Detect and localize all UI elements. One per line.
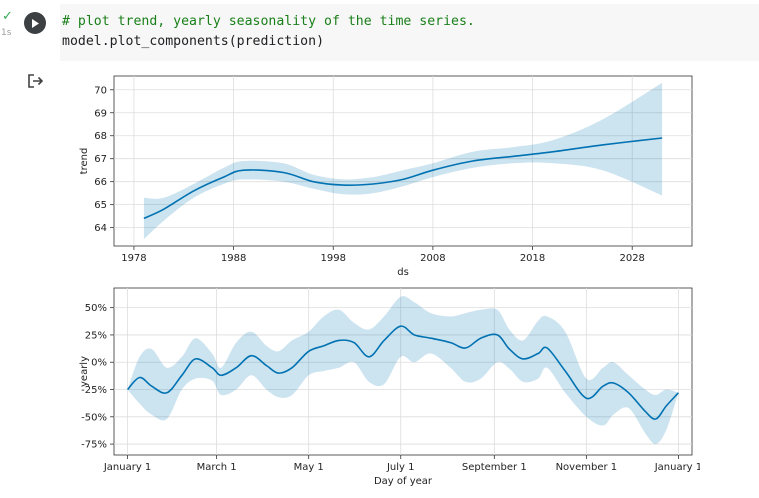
y-tick-label: 25% xyxy=(85,330,107,341)
yearly-y-ticks: 50% 25% 0% -25% -50% -75% xyxy=(81,303,114,451)
x-tick-label: 2028 xyxy=(619,253,644,264)
x-tick-label: 1978 xyxy=(121,253,146,264)
x-tick-label: November 1 xyxy=(556,462,618,473)
x-tick-label: July 1 xyxy=(386,462,415,473)
x-tick-label: 1988 xyxy=(221,253,246,264)
x-tick-label: January 1 xyxy=(103,462,151,473)
y-tick-label: -75% xyxy=(81,440,107,451)
trend-uncertainty-band xyxy=(143,82,663,240)
trend-plot-area xyxy=(113,75,693,247)
code-line-comment: # plot trend, yearly seasonality of the … xyxy=(62,14,475,29)
output-redirect-icon[interactable] xyxy=(27,72,45,90)
x-tick-label: March 1 xyxy=(197,462,237,473)
play-icon xyxy=(32,18,39,28)
y-tick-label: 66 xyxy=(94,177,107,188)
cell-exec-time: 1s xyxy=(1,28,12,38)
yearly-x-label: Day of year xyxy=(374,476,433,487)
y-tick-label: 67 xyxy=(94,154,107,165)
trend-y-ticks: 64 65 66 67 68 69 70 xyxy=(94,85,114,234)
code-line-call: model.plot_components(prediction) xyxy=(62,34,325,49)
code-cell[interactable] xyxy=(60,4,759,61)
x-tick-label: 1998 xyxy=(321,253,346,264)
yearly-uncertainty-band xyxy=(127,296,679,445)
yearly-line xyxy=(127,325,679,420)
cell-executed-check: ✓ xyxy=(2,9,13,24)
y-tick-label: 68 xyxy=(94,131,107,142)
yearly-plot-area xyxy=(113,287,693,456)
trend-x-ticks: 1978 1988 1998 2008 2018 2028 xyxy=(121,246,645,264)
y-tick-label: 64 xyxy=(94,223,107,234)
y-tick-label: 50% xyxy=(85,303,107,314)
x-tick-label: May 1 xyxy=(294,462,324,473)
yearly-x-ticks: January 1 March 1 May 1 July 1 September 1 No… xyxy=(103,455,700,473)
y-tick-label: 69 xyxy=(94,108,107,119)
y-tick-label: 65 xyxy=(94,200,107,211)
trend-x-label: ds xyxy=(397,267,409,278)
x-tick-label: 2018 xyxy=(520,253,545,264)
trend-grid xyxy=(114,76,692,246)
x-tick-label: September 1 xyxy=(462,462,527,473)
y-tick-label: -50% xyxy=(81,412,107,423)
x-tick-label: January 1 xyxy=(654,462,700,473)
run-cell-button[interactable] xyxy=(24,12,46,34)
yearly-chart: January 1 March 1 May 1 July 1 September 1 No… xyxy=(79,287,700,487)
trend-line xyxy=(143,137,663,220)
x-tick-label: 2008 xyxy=(420,253,445,264)
yearly-y-label: yearly xyxy=(79,356,90,387)
y-tick-label: 0% xyxy=(91,358,107,369)
y-tick-label: 70 xyxy=(94,85,107,96)
trend-y-label: trend xyxy=(79,148,90,175)
trend-chart: 1978 1988 1998 2008 2018 2028 64656667686970 … xyxy=(79,75,693,278)
y-tick-label: -25% xyxy=(81,385,107,396)
